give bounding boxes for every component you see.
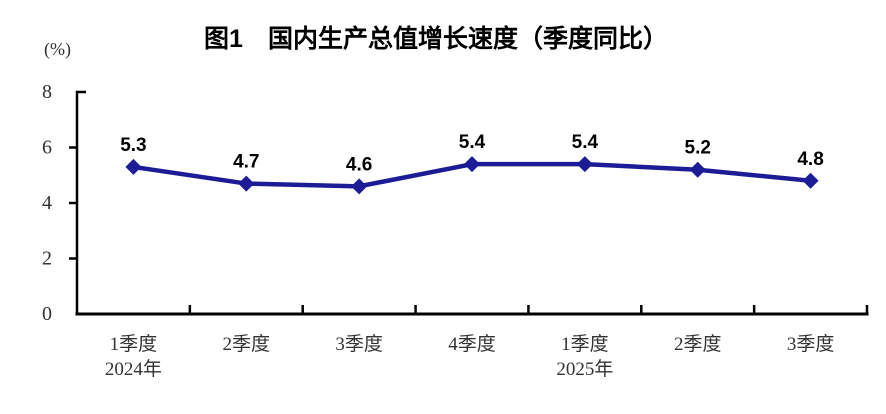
x-axis-year-label: 2024年 bbox=[105, 358, 162, 380]
x-axis-category-label: 2季度 bbox=[223, 333, 271, 355]
data-point-label: 5.4 bbox=[572, 132, 599, 153]
y-axis-tick-label: 6 bbox=[42, 137, 52, 159]
x-axis-category-label: 4季度 bbox=[448, 333, 496, 355]
data-point-marker bbox=[238, 175, 255, 192]
x-axis-category-label: 3季度 bbox=[787, 333, 835, 355]
data-point-marker bbox=[351, 178, 368, 195]
x-axis-year-label: 2025年 bbox=[556, 358, 613, 380]
data-point-label: 5.3 bbox=[120, 135, 146, 156]
y-axis-unit-label: (%) bbox=[44, 39, 71, 59]
y-axis-tick-label: 2 bbox=[42, 248, 52, 270]
data-point-marker bbox=[689, 161, 706, 178]
y-axis-tick-label: 8 bbox=[42, 81, 52, 103]
data-point-marker bbox=[464, 156, 480, 173]
y-axis-tick-label: 0 bbox=[42, 303, 52, 325]
data-point-marker bbox=[125, 158, 142, 175]
chart-title: 图1 国内生产总值增长速度（季度同比） bbox=[204, 25, 668, 53]
data-point-marker bbox=[576, 156, 593, 173]
data-point-label: 4.8 bbox=[797, 149, 823, 170]
data-point-label: 5.4 bbox=[459, 132, 486, 153]
data-point-marker bbox=[802, 172, 819, 189]
x-axis-category-label: 2季度 bbox=[674, 333, 722, 355]
x-axis-category-label: 3季度 bbox=[335, 333, 383, 355]
x-axis-category-label: 1季度 bbox=[110, 333, 158, 355]
data-point-label: 5.2 bbox=[685, 138, 711, 159]
data-point-label: 4.7 bbox=[233, 152, 259, 173]
x-axis-category-label: 1季度 bbox=[561, 333, 609, 355]
y-axis-tick-label: 4 bbox=[42, 192, 52, 214]
data-point-label: 4.6 bbox=[346, 154, 372, 175]
